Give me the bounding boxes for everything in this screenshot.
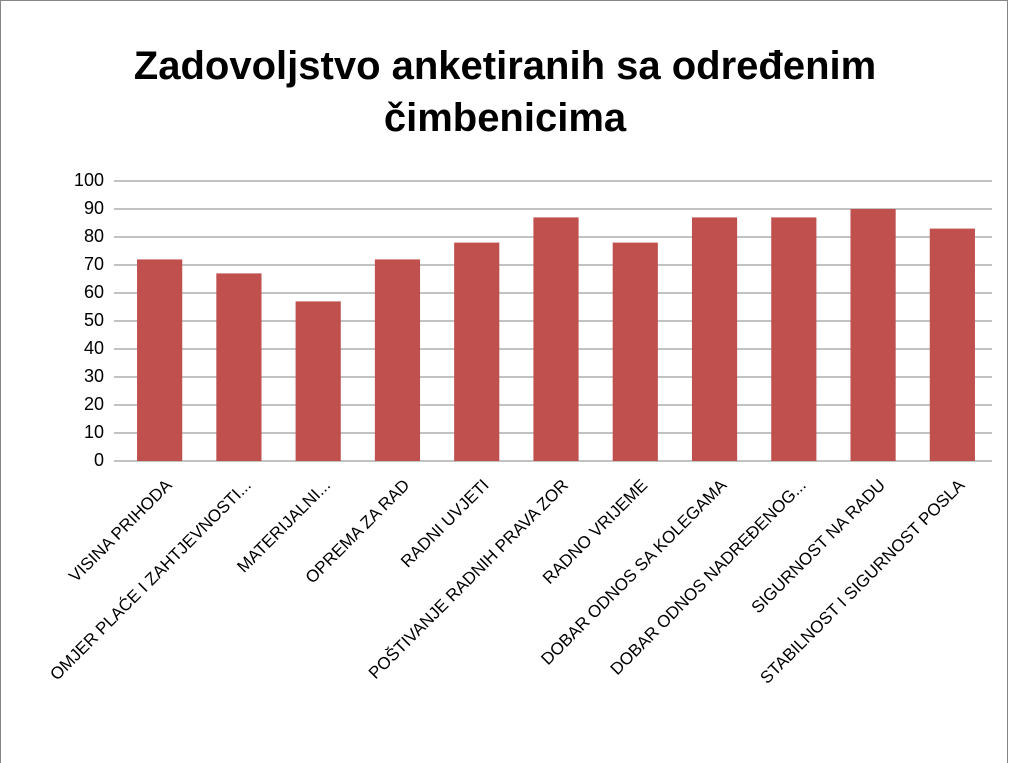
bar bbox=[295, 301, 341, 461]
bar bbox=[216, 273, 262, 461]
y-tick-label: 80 bbox=[84, 226, 104, 246]
y-tick-label: 10 bbox=[84, 422, 104, 442]
bar bbox=[533, 217, 579, 461]
bar bbox=[612, 242, 658, 461]
bar bbox=[850, 209, 896, 461]
y-tick-label: 20 bbox=[84, 394, 104, 414]
y-tick-label: 50 bbox=[84, 310, 104, 330]
y-tick-label: 0 bbox=[94, 450, 104, 470]
bar bbox=[374, 259, 421, 461]
y-tick-label: 100 bbox=[74, 170, 104, 190]
bar bbox=[691, 217, 738, 461]
bar bbox=[929, 228, 975, 461]
y-tick-label: 30 bbox=[84, 366, 104, 386]
bar bbox=[771, 217, 817, 461]
bar bbox=[454, 242, 500, 461]
bar bbox=[137, 259, 183, 461]
chart-title: Zadovoljstvo anketiranih sa određenim či… bbox=[133, 44, 877, 140]
y-tick-label: 60 bbox=[84, 282, 104, 302]
y-tick-label: 90 bbox=[84, 198, 104, 218]
y-tick-label: 70 bbox=[84, 254, 104, 274]
y-tick-label: 40 bbox=[84, 338, 104, 358]
